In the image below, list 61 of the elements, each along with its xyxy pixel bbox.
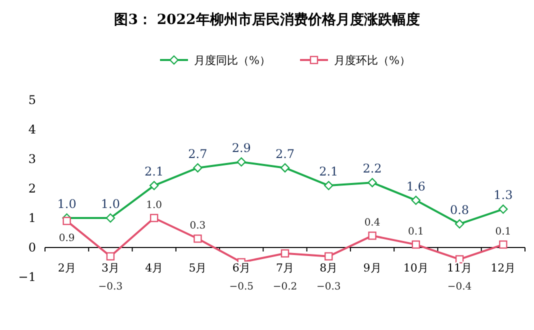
point: [194, 234, 202, 243]
data-label: 0.1: [495, 226, 512, 238]
point: [368, 178, 377, 188]
y-tick-label: 1: [28, 211, 36, 225]
point: [236, 157, 246, 167]
data-label: −0.3: [316, 282, 341, 292]
point: [499, 240, 508, 249]
y-tick-label: 0: [28, 240, 36, 254]
point: [106, 252, 115, 260]
point: [411, 196, 421, 205]
data-label: 2.7: [275, 146, 295, 161]
data-label: 1.0: [57, 197, 76, 211]
x-tick-label: 11月: [447, 262, 472, 274]
y-tick-label: 4: [28, 122, 36, 136]
x-tick-label: 4月: [145, 262, 164, 274]
point: [193, 163, 202, 172]
data-label: 2.1: [144, 164, 164, 179]
point: [62, 216, 71, 226]
y-tick-label: 3: [28, 152, 36, 166]
data-label: 2.9: [232, 140, 251, 155]
data-label: 2.7: [188, 146, 208, 161]
data-label: 0.9: [58, 232, 75, 244]
data-label: 0.4: [364, 218, 380, 229]
point: [150, 214, 158, 222]
data-label: 0.3: [190, 220, 206, 232]
point: [324, 180, 334, 190]
data-label: 2.2: [362, 162, 382, 176]
data-label: −0.5: [229, 282, 254, 292]
legend-label: 月度环比（%）: [334, 54, 410, 67]
point: [280, 163, 290, 172]
y-tick-label: 2: [28, 182, 36, 196]
x-tick-label: 10月: [403, 262, 428, 274]
x-tick-label: 3月: [101, 262, 120, 274]
x-tick-label: 5月: [188, 262, 207, 274]
point: [324, 252, 333, 260]
point: [280, 249, 290, 258]
data-label: 1.0: [146, 200, 162, 211]
data-label: 1.6: [406, 179, 426, 194]
chart-title: 图3： 2022年柳州市居民消费价格月度涨跌幅度: [114, 11, 420, 28]
point: [454, 219, 464, 228]
data-label: −0.3: [98, 282, 123, 292]
point: [149, 180, 159, 190]
x-tick-label: 7月: [276, 262, 294, 274]
data-label: −0.2: [272, 282, 298, 292]
data-label: −0.4: [447, 282, 472, 292]
y-tick-label: 5: [28, 93, 36, 107]
point: [368, 232, 376, 240]
point: [498, 204, 508, 214]
x-tick-label: 9月: [363, 262, 382, 274]
data-label: 0.8: [450, 202, 470, 217]
data-label: 0.1: [408, 226, 424, 238]
y-tick-label: −1: [18, 270, 36, 284]
point: [412, 240, 420, 249]
data-label: 1.3: [494, 188, 513, 202]
x-tick-label: 8月: [320, 262, 338, 274]
x-tick-label: 12月: [490, 262, 516, 274]
data-label: 1.0: [100, 197, 120, 211]
x-tick-label: 2月: [58, 262, 76, 274]
legend-label: 月度同比（%）: [194, 54, 270, 67]
point: [106, 213, 116, 223]
data-label: 2.1: [319, 164, 338, 179]
